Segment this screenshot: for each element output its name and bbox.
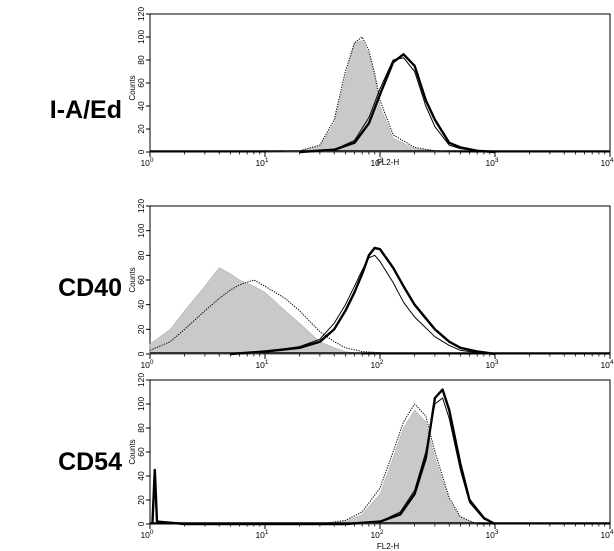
x-tick-label-1: 101 [255, 157, 268, 168]
y-tick-label-100: 100 [136, 223, 146, 237]
y-tick-label-60: 60 [136, 275, 146, 285]
y-tick-label-100: 100 [136, 30, 146, 44]
y-axis-label-2: Counts [128, 267, 137, 292]
x-axis-label-3: FL2-H [377, 542, 399, 551]
histogram-series-4 [230, 254, 496, 355]
x-tick-label-3: 103 [485, 157, 498, 168]
histogram-series-3 [230, 246, 496, 356]
x-tick-label-0: 100 [140, 359, 153, 370]
panel-3: CD54 Counts FL2-H 0 20 40 60 80 100 120 100 101 1… [58, 373, 614, 551]
marker-label-3: CD54 [58, 448, 122, 476]
x-tick-label-1: 101 [255, 359, 268, 370]
y-tick-label-0: 0 [136, 149, 146, 154]
y-tick-label-20: 20 [136, 324, 146, 334]
plot-area-3: 0 20 40 60 80 100 120 100 101 102 103 104 [136, 373, 614, 540]
x-tick-label-2: 102 [370, 529, 383, 540]
y-tick-label-0: 0 [136, 351, 146, 356]
y-tick-label-80: 80 [136, 423, 146, 433]
panel-2: CD40 Counts 0 20 40 60 80 100 120 100 101 102 103 1… [58, 199, 614, 370]
histogram-series-3 [299, 53, 496, 154]
y-tick-label-120: 120 [136, 373, 146, 387]
y-axis-label-3: Counts [128, 439, 137, 464]
y-tick-label-60: 60 [136, 78, 146, 88]
y-tick-label-0: 0 [136, 521, 146, 526]
histogram-series-4 [299, 57, 496, 153]
y-tick-label-20: 20 [136, 124, 146, 134]
marker-label-2: CD40 [58, 274, 122, 302]
marker-label-1: I-A/Ed [50, 96, 122, 124]
y-tick-label-20: 20 [136, 495, 146, 505]
histogram-series-2 [319, 403, 478, 525]
x-tick-label-0: 100 [140, 157, 153, 168]
y-tick-label-40: 40 [136, 300, 146, 310]
y-tick-label-60: 60 [136, 447, 146, 457]
panel-1: I-A/Ed Counts FL2-H 0 20 40 60 80 100 120 100 10… [50, 7, 614, 168]
x-tick-label-4: 104 [600, 359, 613, 370]
y-tick-label-120: 120 [136, 7, 146, 21]
y-tick-label-80: 80 [136, 55, 146, 65]
x-tick-label-0: 100 [140, 529, 153, 540]
plot-area-2: 0 20 40 60 80 100 120 100 101 102 103 104 [136, 199, 614, 370]
y-axis-label-1: Counts [128, 75, 137, 100]
x-axis-label-1: FL2-H [377, 158, 399, 167]
x-tick-label-2: 102 [370, 359, 383, 370]
y-tick-label-120: 120 [136, 199, 146, 213]
histogram-series-1 [149, 267, 363, 355]
x-tick-label-3: 103 [485, 359, 498, 370]
y-tick-label-80: 80 [136, 250, 146, 260]
y-tick-label-40: 40 [136, 471, 146, 481]
x-tick-label-4: 104 [600, 157, 613, 168]
histogram-series-1 [319, 409, 478, 525]
plot-area-1: 0 20 40 60 80 100 120 100 101 102 103 104 [136, 7, 614, 168]
x-tick-label-2: 102 [370, 157, 383, 168]
y-tick-label-40: 40 [136, 101, 146, 111]
x-tick-label-1: 101 [255, 529, 268, 540]
y-tick-label-100: 100 [136, 397, 146, 411]
x-tick-label-4: 104 [600, 529, 613, 540]
x-tick-label-3: 103 [485, 529, 498, 540]
histogram-series-2 [264, 36, 461, 153]
